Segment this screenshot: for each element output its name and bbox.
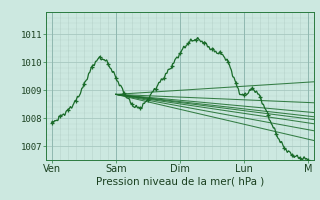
X-axis label: Pression niveau de la mer( hPa ): Pression niveau de la mer( hPa ): [96, 177, 264, 187]
